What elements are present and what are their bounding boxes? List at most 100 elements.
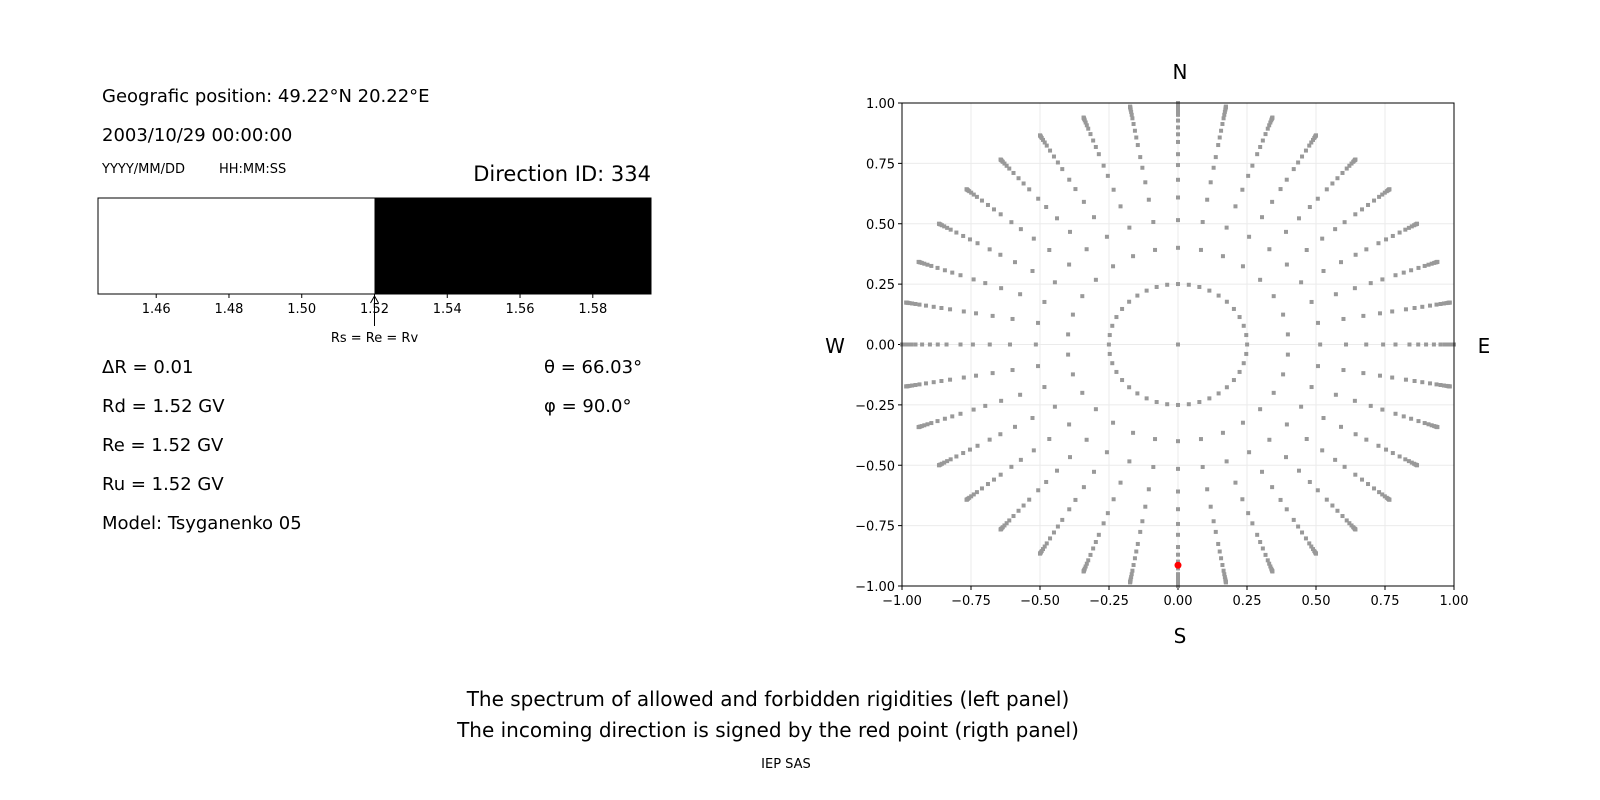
direction-point — [1284, 455, 1288, 460]
direction-point — [1110, 323, 1115, 328]
direction-point — [1086, 126, 1091, 131]
direction-point — [1208, 504, 1213, 509]
direction-point — [1435, 259, 1440, 264]
direction-point — [974, 490, 979, 495]
caption-line-1: The spectrum of allowed and forbidden ri… — [466, 687, 1070, 711]
direction-point — [1341, 316, 1346, 321]
direction-point — [974, 194, 979, 199]
direction-point — [1368, 403, 1373, 408]
direction-point — [923, 303, 928, 308]
y-tick-label: 0.50 — [866, 218, 895, 233]
direction-point — [1146, 197, 1151, 202]
direction-point — [1138, 529, 1143, 534]
direction-point — [1422, 421, 1427, 426]
direction-point — [1390, 375, 1395, 380]
direction-point — [1217, 135, 1222, 140]
direction-point — [1012, 260, 1017, 265]
direction-point — [1091, 546, 1096, 551]
direction-point — [1198, 247, 1203, 252]
direction-point — [979, 198, 984, 203]
direction-point — [1060, 517, 1065, 522]
compass-south: S — [1174, 624, 1187, 648]
direction-point — [1387, 497, 1392, 502]
direction-point — [1176, 532, 1180, 537]
direction-point — [1366, 482, 1371, 487]
direction-point — [1268, 120, 1273, 125]
direction-point — [1307, 541, 1312, 546]
x-tick-label: 1.58 — [578, 302, 607, 317]
direction-point — [1424, 342, 1429, 347]
direction-point — [1315, 364, 1320, 369]
direction-point — [1067, 422, 1072, 427]
direction-point — [1176, 439, 1180, 444]
direction-point — [1176, 282, 1180, 287]
direction-point — [1237, 369, 1242, 374]
direction-point — [1309, 299, 1314, 304]
direction-point — [1176, 545, 1180, 550]
direction-point — [1114, 315, 1119, 320]
direction-point — [1299, 404, 1304, 409]
direction-point — [1403, 307, 1408, 312]
direction-point — [1198, 437, 1203, 442]
direction-point — [1244, 351, 1249, 356]
direction-point — [939, 306, 944, 311]
direction-point — [1224, 385, 1229, 390]
direction-point — [1384, 447, 1389, 452]
direction-point — [1153, 437, 1158, 442]
direction-point — [1339, 260, 1344, 265]
direction-point — [1339, 424, 1344, 429]
direction-point — [1217, 549, 1222, 554]
direction-point — [1134, 135, 1139, 140]
direction-point — [975, 443, 980, 448]
direction-point — [948, 227, 953, 232]
direction-point — [1321, 416, 1326, 421]
direction-point — [971, 407, 976, 412]
direction-point — [1307, 143, 1312, 148]
direction-point — [1106, 342, 1111, 347]
direction-point — [958, 342, 963, 347]
direction-point — [1387, 187, 1392, 192]
direction-point — [948, 457, 953, 462]
direction-point — [1107, 351, 1112, 356]
direction-point — [1268, 564, 1273, 569]
direction-point — [1314, 551, 1318, 556]
direction-point — [1364, 342, 1369, 347]
direction-point — [1428, 381, 1433, 386]
direction-point — [1127, 225, 1132, 230]
direction-point — [1260, 215, 1265, 220]
direction-point — [1073, 187, 1078, 192]
direction-point — [1270, 115, 1275, 120]
direction-point — [1429, 423, 1434, 428]
direction-point — [935, 419, 940, 424]
direction-point — [1127, 299, 1132, 304]
direction-point — [1344, 166, 1349, 171]
direction-point — [1038, 133, 1042, 138]
direction-point — [1271, 294, 1276, 299]
direction-point — [1084, 247, 1089, 252]
direction-point — [1353, 527, 1358, 532]
direction-map-panel: −1.00−1.00 −0.75 −0.75 −0.50 −0.50 −0.25 −0.25… — [855, 97, 1468, 609]
direction-point — [1091, 138, 1096, 143]
compass-east: E — [1478, 334, 1491, 358]
direction-point — [1129, 572, 1134, 577]
x-tick-label: 0.75 — [1371, 594, 1400, 609]
direction-point — [1309, 140, 1314, 145]
direction-point — [1052, 280, 1057, 285]
direction-point — [1340, 514, 1345, 519]
direction-point — [1176, 139, 1180, 144]
direction-point — [1428, 303, 1433, 308]
direction-point — [1105, 511, 1110, 516]
direction-point — [1176, 521, 1180, 526]
direction-point — [954, 230, 959, 235]
direction-point — [910, 301, 915, 306]
direction-point — [1011, 514, 1016, 519]
model: Model: Tsyganenko 05 — [102, 513, 302, 534]
direction-point — [935, 265, 940, 270]
direction-point — [1270, 199, 1275, 204]
direction-point — [1091, 469, 1096, 474]
direction-point — [1213, 155, 1218, 160]
direction-point — [1431, 342, 1436, 347]
direction-point — [1176, 575, 1180, 580]
direction-point — [948, 307, 953, 312]
